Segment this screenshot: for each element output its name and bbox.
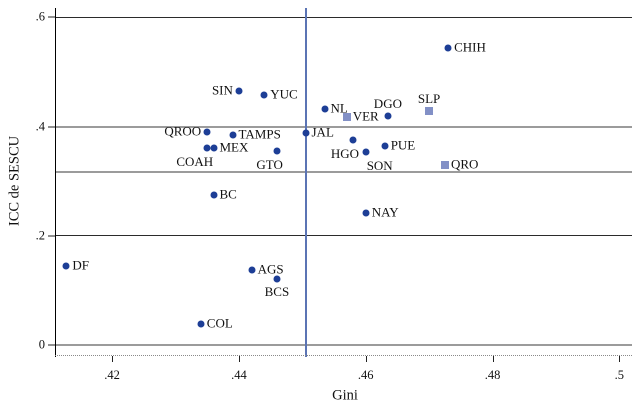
point-bcs <box>273 275 281 283</box>
point-label-col: COL <box>206 315 233 331</box>
point-pue <box>381 142 389 150</box>
y-tick-mark <box>48 235 55 237</box>
point-label-mex: MEX <box>219 139 249 155</box>
point-tamps <box>229 131 236 139</box>
x-tick-label: .44 <box>231 368 247 382</box>
horizontal-gridline <box>55 344 632 347</box>
horizontal-gridline <box>55 170 632 173</box>
horizontal-gridline <box>55 235 632 237</box>
point-label-ags: AGS <box>257 261 284 277</box>
x-tick-mark <box>238 356 240 362</box>
point-label-gto: GTO <box>256 157 283 173</box>
point-label-tamps: TAMPS <box>238 126 281 142</box>
y-tick-label: .2 <box>35 228 45 243</box>
x-tick-mark <box>619 356 621 362</box>
point-bc <box>210 191 217 199</box>
point-son <box>362 148 370 156</box>
point-slp <box>425 107 434 116</box>
y-tick-mark <box>48 16 55 18</box>
point-label-nay: NAY <box>371 204 399 220</box>
point-mex <box>210 144 217 152</box>
point-label-chih: CHIH <box>454 39 486 55</box>
point-sin <box>235 87 243 94</box>
y-tick-mark <box>48 344 55 346</box>
y-tick-mark <box>48 126 55 128</box>
point-coah <box>203 144 211 152</box>
point-nay <box>362 209 370 217</box>
point-label-sin: SIN <box>211 81 233 97</box>
point-df <box>62 262 70 270</box>
point-qroo <box>203 128 211 135</box>
point-yuc <box>260 91 268 99</box>
x-tick-label: .46 <box>357 368 374 382</box>
y-tick-label: .6 <box>35 9 45 24</box>
point-label-bcs: BCS <box>264 284 290 299</box>
y-tick-label: 0 <box>38 337 45 352</box>
x-tick-label: .42 <box>104 368 120 382</box>
point-ags <box>248 266 256 274</box>
x-tick-mark <box>365 356 367 362</box>
point-label-jal: JAL <box>311 124 334 140</box>
point-label-hgo: HGO <box>330 145 359 161</box>
point-label-ver: VER <box>352 108 379 124</box>
point-label-qro: QRO <box>451 156 479 172</box>
x-tick-mark <box>112 356 114 362</box>
point-label-nl: NL <box>330 99 348 115</box>
y-axis-title: ICC de SESCU <box>6 135 23 227</box>
horizontal-gridline <box>55 125 632 128</box>
x-axis-title: Gini <box>332 387 358 404</box>
point-label-dgo: DGO <box>373 95 402 111</box>
point-nl <box>321 105 328 112</box>
horizontal-gridline <box>55 16 632 18</box>
x-tick-label: .5 <box>614 368 624 382</box>
point-qro <box>441 160 449 169</box>
point-label-yuc: YUC <box>270 86 298 102</box>
point-col <box>197 320 205 328</box>
point-gto <box>273 147 281 155</box>
x-axis-line <box>55 355 632 356</box>
point-label-coah: COAH <box>176 153 214 169</box>
point-dgo <box>384 112 392 120</box>
x-tick-label: .48 <box>484 368 501 382</box>
point-label-slp: SLP <box>417 91 441 107</box>
point-label-son: SON <box>366 158 393 173</box>
point-label-bc: BC <box>219 186 237 202</box>
point-label-df: DF <box>72 257 90 273</box>
point-jal <box>302 129 309 137</box>
reference-line-vertical <box>304 8 307 357</box>
point-label-pue: PUE <box>390 137 416 153</box>
point-hgo <box>349 136 357 144</box>
y-axis-line <box>55 8 56 357</box>
y-tick-label: .4 <box>35 119 45 134</box>
point-ver <box>342 113 351 122</box>
x-tick-mark <box>492 356 494 362</box>
point-label-qroo: QROO <box>164 122 202 138</box>
point-chih <box>444 44 452 52</box>
